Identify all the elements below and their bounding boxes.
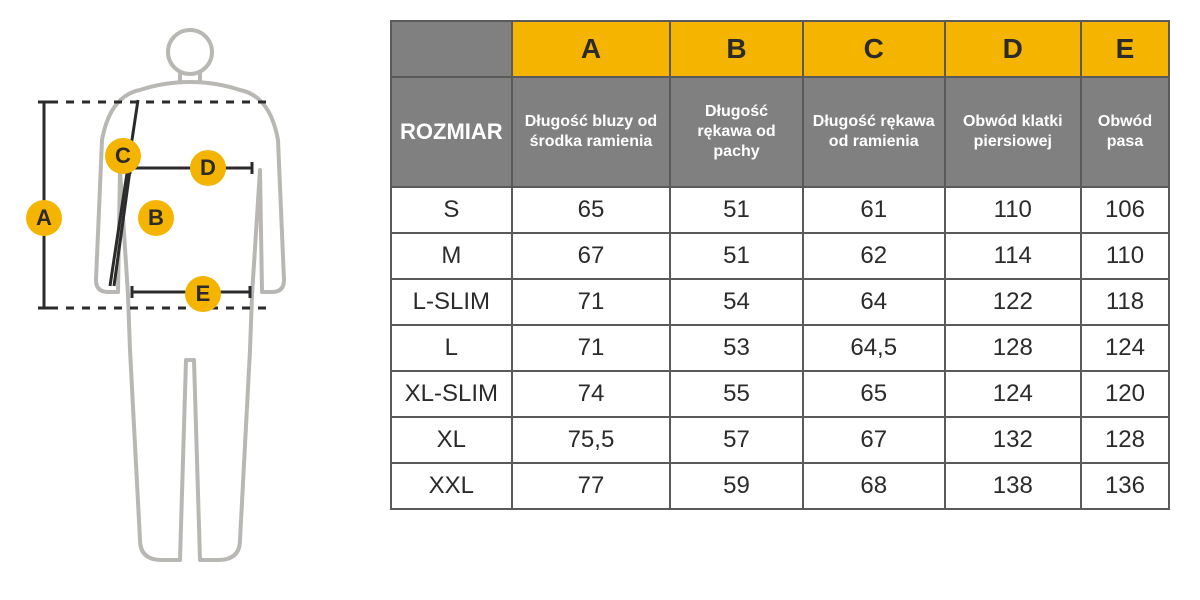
column-letter-c: C [803,21,945,77]
header-row-letters: ABCDE [391,21,1169,77]
value-cell: 61 [803,187,945,233]
table-row: L715364,5128124 [391,325,1169,371]
table-row: L-SLIM715464122118 [391,279,1169,325]
measurement-marker-d: D [190,150,226,186]
value-cell: 54 [670,279,803,325]
column-letter-b: B [670,21,803,77]
size-cell: L [391,325,512,371]
size-cell: L-SLIM [391,279,512,325]
column-desc-c: Długość rękawa od ramienia [803,77,945,187]
table-row: S655161110106 [391,187,1169,233]
value-cell: 51 [670,233,803,279]
column-desc-d: Obwód klatki piersiowej [945,77,1081,187]
value-cell: 120 [1081,371,1169,417]
value-cell: 51 [670,187,803,233]
table-body: S655161110106M675162114110L-SLIM71546412… [391,187,1169,509]
measurement-marker-c: C [105,138,141,174]
value-cell: 71 [512,325,671,371]
column-letter-d: D [945,21,1081,77]
value-cell: 64,5 [803,325,945,371]
value-cell: 57 [670,417,803,463]
value-cell: 55 [670,371,803,417]
value-cell: 75,5 [512,417,671,463]
value-cell: 136 [1081,463,1169,509]
table-row: M675162114110 [391,233,1169,279]
row-header-label: ROZMIAR [391,77,512,187]
value-cell: 128 [945,325,1081,371]
value-cell: 59 [670,463,803,509]
value-cell: 67 [803,417,945,463]
column-desc-e: Obwód pasa [1081,77,1169,187]
value-cell: 64 [803,279,945,325]
size-chart-table: ABCDE ROZMIARDługość bluzy od środka ram… [390,20,1170,510]
value-cell: 53 [670,325,803,371]
value-cell: 124 [945,371,1081,417]
value-cell: 68 [803,463,945,509]
column-letter-e: E [1081,21,1169,77]
value-cell: 122 [945,279,1081,325]
value-cell: 110 [945,187,1081,233]
column-desc-b: Długość rękawa od pachy [670,77,803,187]
value-cell: 106 [1081,187,1169,233]
table-row: XL-SLIM745565124120 [391,371,1169,417]
column-desc-a: Długość bluzy od środka ramienia [512,77,671,187]
value-cell: 114 [945,233,1081,279]
size-cell: M [391,233,512,279]
measurement-marker-e: E [185,276,221,312]
value-cell: 128 [1081,417,1169,463]
column-letter-a: A [512,21,671,77]
value-cell: 110 [1081,233,1169,279]
value-cell: 65 [803,371,945,417]
header-row-descriptions: ROZMIARDługość bluzy od środka ramieniaD… [391,77,1169,187]
value-cell: 65 [512,187,671,233]
size-cell: S [391,187,512,233]
size-cell: XL [391,417,512,463]
body-measurement-diagram: A C DB E [20,20,360,580]
table-row: XXL775968138136 [391,463,1169,509]
table-corner-cell [391,21,512,77]
value-cell: 71 [512,279,671,325]
size-cell: XL-SLIM [391,371,512,417]
value-cell: 132 [945,417,1081,463]
value-cell: 118 [1081,279,1169,325]
value-cell: 124 [1081,325,1169,371]
value-cell: 74 [512,371,671,417]
measurement-marker-b: B [138,200,174,236]
value-cell: 138 [945,463,1081,509]
value-cell: 67 [512,233,671,279]
measurement-marker-a: A [26,200,62,236]
table-header: ABCDE ROZMIARDługość bluzy od środka ram… [391,21,1169,187]
table-row: XL75,55767132128 [391,417,1169,463]
value-cell: 62 [803,233,945,279]
value-cell: 77 [512,463,671,509]
size-cell: XXL [391,463,512,509]
